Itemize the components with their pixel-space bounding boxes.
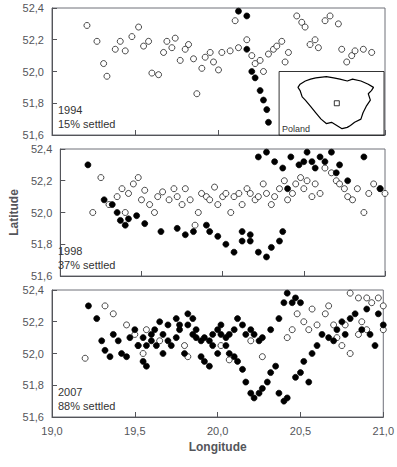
svg-text:2007: 2007 xyxy=(58,386,82,398)
svg-text:52,0: 52,0 xyxy=(23,348,44,360)
svg-text:15% settled: 15% settled xyxy=(58,118,115,130)
svg-text:51,8: 51,8 xyxy=(23,379,44,391)
svg-text:1998: 1998 xyxy=(58,245,82,257)
svg-text:51,8: 51,8 xyxy=(23,97,44,109)
svg-text:20,0: 20,0 xyxy=(207,425,228,437)
svg-text:Latitude: Latitude xyxy=(7,189,21,236)
svg-text:51,6: 51,6 xyxy=(31,270,52,282)
svg-text:51,8: 51,8 xyxy=(31,238,52,250)
svg-text:52,4: 52,4 xyxy=(31,143,52,155)
svg-text:52,2: 52,2 xyxy=(23,316,44,328)
svg-text:1994: 1994 xyxy=(58,104,82,116)
svg-text:88% settled: 88% settled xyxy=(58,400,115,412)
svg-text:52,0: 52,0 xyxy=(31,207,52,219)
svg-text:52,4: 52,4 xyxy=(23,284,44,296)
svg-text:21,0: 21,0 xyxy=(373,425,394,437)
svg-text:51,6: 51,6 xyxy=(23,129,44,141)
svg-text:19,0: 19,0 xyxy=(41,425,62,437)
svg-text:51,6: 51,6 xyxy=(23,411,44,423)
svg-text:52,0: 52,0 xyxy=(23,66,44,78)
svg-text:52,4: 52,4 xyxy=(23,2,44,14)
svg-text:Longitude: Longitude xyxy=(189,440,247,454)
svg-text:52,2: 52,2 xyxy=(31,175,52,187)
svg-text:19,5: 19,5 xyxy=(124,425,145,437)
svg-text:52,2: 52,2 xyxy=(23,34,44,46)
svg-text:20,5: 20,5 xyxy=(290,425,311,437)
svg-text:Poland: Poland xyxy=(282,124,310,134)
svg-text:37% settled: 37% settled xyxy=(58,259,115,271)
